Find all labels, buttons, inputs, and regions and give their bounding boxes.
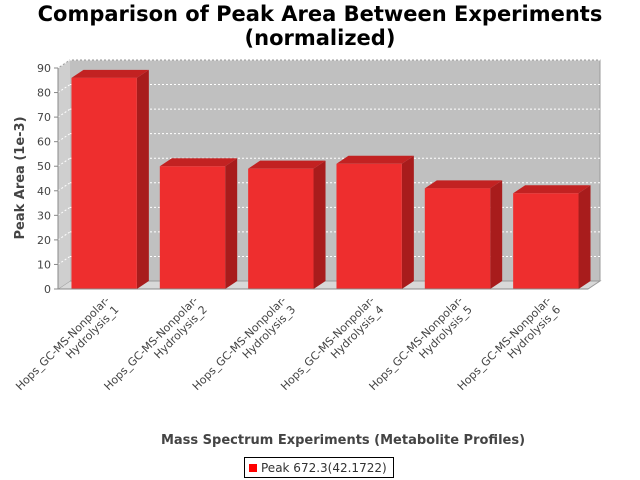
y-tick-label: 80 [37,87,51,100]
legend-swatch [249,463,257,472]
bar [424,180,503,289]
bar-side [313,160,326,289]
bar-face [159,166,226,289]
x-tick-labels: Hops_GC-MS-Nonpolar-Hydrolysis_1Hops_GC-… [13,294,563,393]
y-tick-label: 10 [37,258,51,271]
grid-line-side [57,182,71,192]
grid-lines [57,59,600,265]
y-axis-title: Peak Area (1e-3) [13,116,28,239]
bar [248,160,326,289]
bar [159,158,238,289]
plot-back-wall [70,60,600,281]
grid-line-side [57,206,71,216]
bar [336,155,414,289]
x-axis-title: Mass Spectrum Experiments (Metabolite Pr… [161,433,525,448]
grid-line-side [57,108,71,118]
y-tick-label: 90 [37,62,51,75]
bar-side [225,158,238,289]
bar-face [424,188,491,289]
chart-title-line-1: Comparison of Peak Area Between Experime… [37,2,603,26]
y-tick-label: 40 [37,185,51,198]
grid-line-side [57,133,71,143]
bars [71,69,591,289]
grid-line-side [57,157,71,167]
bar-top [248,160,326,169]
legend: Peak 672.3(42.1722) [244,457,394,478]
grid-line-side [57,59,71,69]
bar-face [336,163,402,289]
y-tick-label: 60 [37,136,51,149]
axes [54,67,588,290]
bar-top [159,158,238,167]
y-tick-label: 50 [37,160,51,173]
bar-side [136,69,149,289]
bar-face [71,77,137,289]
y-tick-label: 20 [37,234,51,247]
bar-side [401,155,414,289]
bar-face [513,193,579,289]
legend-label: Peak 672.3(42.1722) [261,460,387,475]
x-tick-label-line: Hops_GC-MS-Nonpolar- [13,294,112,393]
plot-left-wall [58,60,70,289]
bar-side [578,185,591,289]
bar [513,185,591,289]
grid-line-side [57,256,71,265]
chart-title: Comparison of Peak Area Between Experime… [0,2,640,50]
grid-line-side [57,84,71,93]
bar-side [490,180,503,289]
chart-title-line-2: (normalized) [244,26,396,50]
bar-top [513,185,591,194]
bar [71,69,149,289]
bar-top [336,155,414,164]
bar-top [424,180,503,189]
y-tick-label: 0 [44,283,51,296]
y-tick-labels: 0 10 20 30 40 50 60 70 80 90 [37,62,51,296]
grid-line-side [57,231,71,241]
y-tick-label: 30 [37,209,51,222]
y-tick-label: 70 [37,111,51,124]
bar-face [248,168,314,289]
bar-top [71,69,149,78]
